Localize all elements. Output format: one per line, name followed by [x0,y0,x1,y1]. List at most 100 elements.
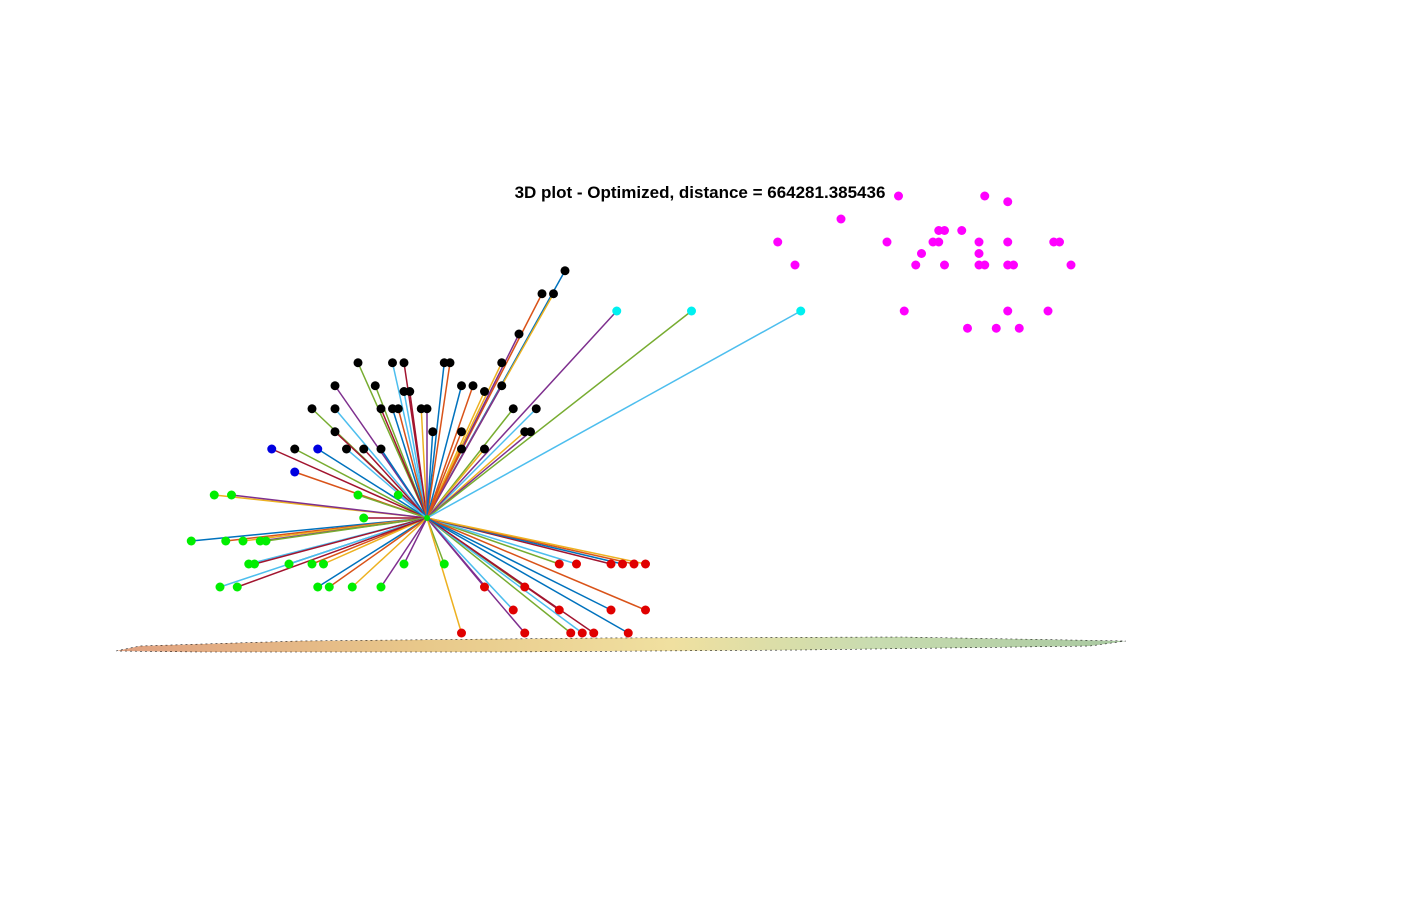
connection-line-black-36 [426,448,463,519]
connection-line-green-2 [357,494,428,519]
data-point-blue-0 [267,444,277,454]
connection-line-red-11 [426,517,646,611]
connection-line-black-5 [391,362,428,519]
data-point-black-26 [531,404,541,414]
connection-line-black-13 [409,391,428,519]
connection-line-black-19 [334,408,428,519]
connection-line-blue-0 [271,448,428,519]
connection-line-green-3 [397,494,428,519]
data-point-magenta-26 [1003,306,1013,316]
data-point-green-18 [232,582,242,592]
data-point-green-4 [359,513,369,523]
data-point-black-31 [526,427,535,437]
data-point-black-2 [549,289,558,299]
connection-line-black-20 [380,408,428,519]
data-point-green-1 [227,490,236,500]
data-point-green-6 [221,536,231,546]
data-point-black-11 [370,381,380,391]
data-point-black-19 [330,404,340,414]
connection-line-red-13 [426,517,526,634]
data-point-green-19 [313,582,323,592]
data-point-black-28 [428,427,438,437]
connection-line-red-17 [426,517,629,634]
data-point-green-13 [307,559,317,569]
data-point-magenta-28 [963,323,972,333]
data-point-black-17 [497,381,507,391]
data-point-magenta-16 [974,249,984,258]
connection-line-black-35 [380,448,428,519]
data-point-green-11 [250,559,259,569]
data-point-green-0 [209,490,219,500]
connection-line-black-14 [426,385,463,519]
connection-line-green-21 [351,517,428,588]
data-point-black-27 [330,427,340,437]
data-point-black-14 [457,381,466,391]
data-point-red-15 [577,628,587,638]
chart-title: 3D plot - Optimized, distance = 664281.3… [515,183,886,202]
data-point-green-5 [186,536,196,546]
data-point-green-15 [399,559,409,569]
data-point-green-9 [261,536,271,546]
data-point-red-7 [520,582,530,592]
data-point-magenta-15 [917,249,926,258]
data-point-green-17 [215,582,225,592]
data-point-black-5 [388,358,397,368]
data-point-black-10 [330,381,340,391]
data-point-red-4 [629,559,639,569]
data-point-red-0 [554,559,564,569]
connection-line-cyan-1 [426,310,692,519]
connection-line-red-14 [426,517,572,634]
data-point-cyan-1 [687,306,696,316]
data-point-magenta-30 [1014,323,1024,333]
data-point-red-8 [508,605,518,615]
data-point-black-36 [457,444,466,454]
hub-connection-lines [191,270,802,634]
data-point-red-9 [554,605,564,615]
data-point-magenta-29 [991,323,1001,333]
data-point-green-20 [324,582,334,592]
data-point-magenta-25 [899,306,909,316]
data-point-magenta-6 [957,226,967,235]
data-point-red-6 [480,582,489,592]
data-point-blue-2 [290,467,300,477]
data-point-magenta-1 [980,191,990,201]
hub-marker-group [424,515,430,521]
data-point-green-2 [353,490,363,500]
data-point-magenta-12 [1003,237,1013,247]
data-point-black-16 [480,387,489,396]
data-point-black-0 [560,266,570,276]
data-point-magenta-14 [1055,237,1064,247]
data-point-magenta-7 [773,237,783,247]
connection-line-black-16 [426,391,486,519]
data-point-red-14 [566,628,576,638]
hub-point [424,515,430,521]
ground-surface [115,636,1127,653]
connection-line-blue-1 [317,448,428,519]
data-point-red-5 [641,559,650,569]
connection-line-cyan-2 [426,310,802,519]
data-point-magenta-17 [790,260,800,270]
data-point-black-33 [342,444,351,454]
data-point-red-10 [606,605,616,615]
data-point-red-2 [606,559,616,569]
data-point-red-17 [623,628,633,638]
connection-line-green-18 [236,517,428,588]
data-point-red-13 [520,628,530,638]
connection-line-green-22 [380,517,428,588]
connection-line-red-8 [426,517,514,611]
connection-line-black-23 [420,408,428,519]
connection-line-black-34 [363,448,428,519]
data-points [186,191,1076,638]
data-point-magenta-24 [1066,260,1076,270]
data-point-black-20 [376,404,386,414]
data-point-magenta-23 [1009,260,1018,270]
data-point-magenta-27 [1043,306,1053,316]
data-point-red-11 [641,605,650,615]
connection-line-red-5 [426,517,646,565]
data-point-black-32 [290,444,300,454]
data-point-black-29 [457,427,466,437]
connection-line-black-8 [426,362,451,519]
data-point-magenta-21 [980,260,990,270]
data-point-black-13 [405,387,415,396]
